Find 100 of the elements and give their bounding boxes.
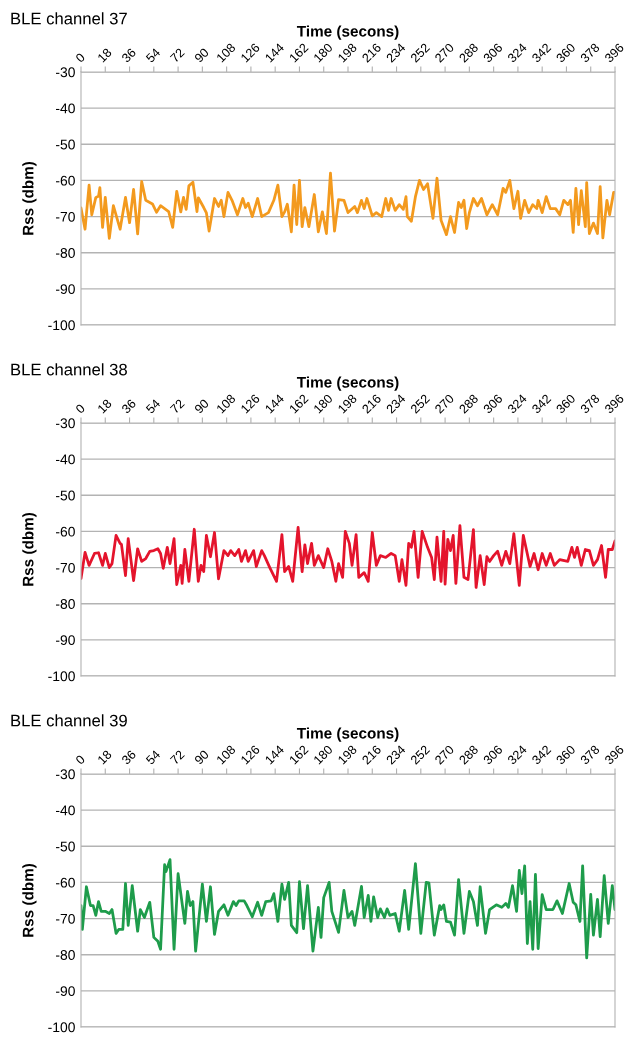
y-tick-label: -30: [55, 769, 75, 780]
x-tick-label: 108: [216, 393, 236, 414]
x-tick-label: 360: [555, 42, 576, 63]
y-tick-label: -80: [55, 248, 75, 258]
x-tick-label: 180: [313, 393, 334, 414]
x-tick-label: 324: [506, 744, 528, 765]
y-tick-label: -100: [48, 1022, 75, 1033]
y-tick-label: -70: [55, 562, 75, 573]
line-series: [81, 524, 615, 589]
x-tick-label: 18: [97, 47, 113, 63]
y-tick-label: -30: [55, 67, 75, 78]
x-tick-label: 180: [313, 744, 334, 765]
y-tick-label: -30: [55, 418, 75, 429]
x-tick-label: 234: [385, 393, 407, 414]
x-tick-label: 144: [264, 393, 285, 414]
x-tick-label: 54: [145, 398, 161, 414]
x-tick-label: 252: [410, 393, 431, 414]
y-tick-label: -70: [55, 913, 75, 924]
x-tick-label: 126: [240, 42, 261, 63]
x-tick-label: 324: [506, 42, 528, 63]
x-tick-label: 144: [264, 744, 285, 765]
x-tick-label: 198: [337, 42, 358, 63]
y-tick-label: -80: [55, 599, 75, 609]
x-tick-label: 252: [410, 744, 431, 765]
x-tick-label: 288: [458, 42, 479, 63]
x-tick-label: 162: [288, 42, 309, 63]
line-series: [81, 858, 615, 960]
x-tick-label: 18: [97, 398, 113, 414]
y-tick-label: -60: [55, 175, 75, 186]
x-tick-label: 270: [434, 42, 455, 63]
x-tick-label: 0: [75, 52, 86, 63]
x-tick-label: 396: [604, 42, 625, 63]
x-tick-label: 90: [193, 749, 210, 765]
x-tick-label: 360: [555, 744, 576, 765]
x-tick-label: 396: [604, 744, 625, 765]
x-tick-label: 180: [313, 42, 334, 63]
y-tick-label: -80: [55, 950, 75, 960]
y-tick-label: -100: [48, 320, 75, 331]
x-tick-label: 18: [97, 749, 113, 765]
x-axis-title: Time (secons): [296, 25, 399, 40]
x-tick-label: 108: [216, 744, 236, 765]
x-tick-label: 36: [121, 47, 137, 63]
y-tick-label: -90: [55, 284, 75, 295]
x-tick-label: 36: [121, 398, 137, 414]
x-tick-label: 108: [216, 42, 236, 63]
x-tick-label: 162: [288, 744, 309, 765]
x-tick-label: 342: [531, 42, 552, 63]
x-tick-label: 306: [482, 393, 503, 414]
x-tick-label: 342: [531, 393, 552, 414]
y-axis-title: Rss (dbm): [22, 863, 37, 937]
x-axis-title: Time (secons): [296, 376, 399, 391]
y-tick-label: -90: [55, 635, 75, 646]
y-tick-label: -40: [55, 454, 75, 465]
chart-title: BLE channel 39: [11, 714, 127, 727]
line-series: [81, 171, 615, 240]
y-axis-title: Rss (dbm): [22, 512, 37, 586]
y-tick-label: -40: [55, 805, 75, 816]
y-tick-label: -50: [55, 841, 75, 852]
x-tick-label: 216: [361, 42, 382, 63]
y-tick-label: -70: [55, 211, 75, 222]
x-tick-label: 126: [240, 393, 261, 414]
x-tick-label: 342: [531, 744, 552, 765]
x-axis-title: Time (secons): [296, 727, 399, 742]
x-tick-label: 54: [145, 47, 161, 63]
x-tick-label: 270: [434, 393, 455, 414]
x-tick-label: 198: [337, 393, 358, 414]
y-tick-label: -60: [55, 526, 75, 537]
x-tick-label: 288: [458, 744, 479, 765]
chart-title: BLE channel 38: [11, 363, 127, 376]
x-tick-label: 306: [482, 42, 503, 63]
x-tick-label: 72: [169, 398, 185, 414]
x-tick-label: 0: [75, 754, 86, 765]
x-tick-label: 378: [579, 42, 601, 63]
y-tick-label: -50: [55, 490, 75, 501]
chart-title: BLE channel 37: [11, 12, 127, 25]
x-tick-label: 234: [385, 42, 407, 63]
x-tick-label: 324: [506, 393, 528, 414]
x-tick-label: 126: [240, 744, 261, 765]
y-tick-label: -90: [55, 986, 75, 997]
x-tick-label: 36: [121, 749, 137, 765]
x-tick-label: 0: [75, 403, 86, 414]
x-tick-label: 360: [555, 393, 576, 414]
x-tick-label: 90: [193, 398, 210, 414]
y-tick-label: -100: [48, 671, 75, 682]
x-tick-label: 54: [145, 749, 161, 765]
x-tick-label: 234: [385, 744, 407, 765]
x-tick-label: 216: [361, 393, 382, 414]
x-tick-label: 162: [288, 393, 309, 414]
x-tick-label: 378: [579, 744, 601, 765]
y-axis-title: Rss (dbm): [22, 161, 37, 235]
x-tick-label: 198: [337, 744, 358, 765]
y-tick-label: -40: [55, 103, 75, 114]
x-tick-label: 216: [361, 744, 382, 765]
y-tick-label: -60: [55, 877, 75, 888]
x-tick-label: 396: [604, 393, 625, 414]
y-tick-label: -50: [55, 139, 75, 150]
x-tick-label: 252: [410, 42, 431, 63]
x-tick-label: 72: [169, 47, 185, 63]
x-tick-label: 72: [169, 749, 185, 765]
x-tick-label: 144: [264, 42, 285, 63]
